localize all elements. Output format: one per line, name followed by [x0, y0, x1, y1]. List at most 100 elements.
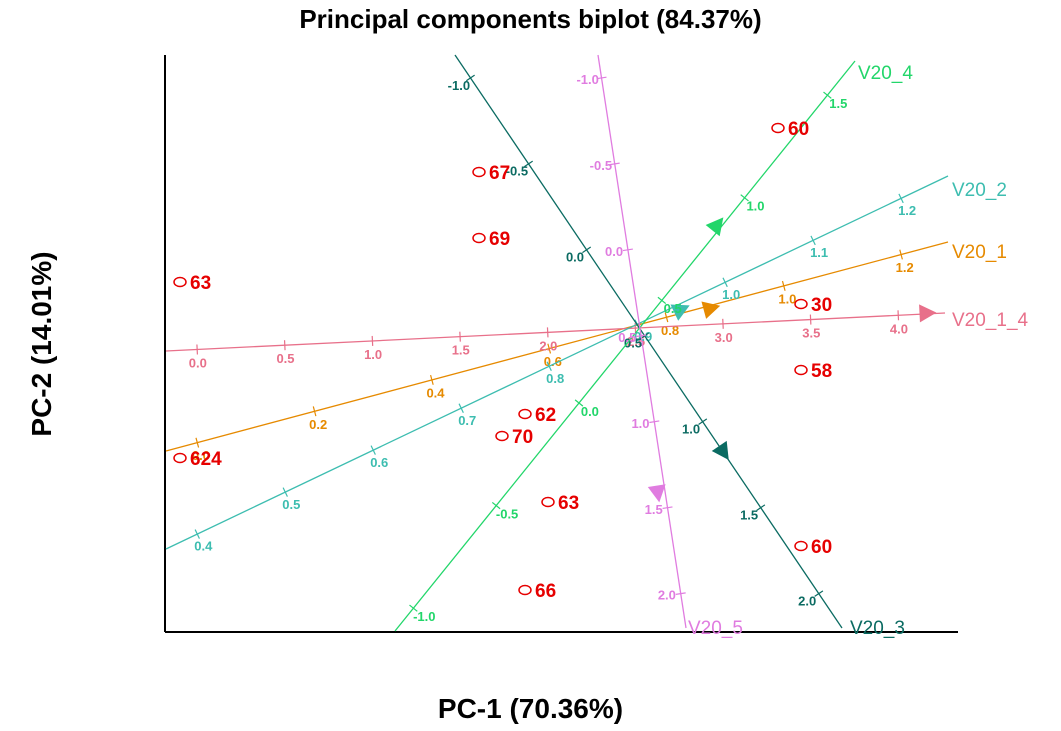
tick-label: 1.1	[810, 245, 828, 260]
point-marker	[794, 298, 808, 310]
tick-label: 1.5	[452, 343, 470, 358]
point-label: 30	[811, 295, 832, 316]
tick-label: 0.6	[370, 455, 388, 470]
tick-label: 2.0	[658, 588, 676, 603]
tick-mark	[282, 487, 288, 497]
tick-label: -0.5	[590, 158, 612, 173]
biplot-axis-line	[165, 241, 949, 452]
tick-mark	[466, 74, 475, 82]
point-label: 60	[788, 119, 809, 140]
tick-mark	[547, 343, 552, 354]
tick-mark	[823, 91, 832, 99]
tick-mark	[740, 194, 749, 202]
biplot-axis-line	[394, 60, 856, 632]
point-marker	[472, 166, 486, 178]
tick-mark	[756, 504, 766, 511]
point-marker	[794, 540, 808, 552]
axis-arrow-marker	[647, 484, 666, 503]
tick-mark	[781, 280, 786, 291]
biplot-axis-line	[165, 312, 946, 352]
point-marker	[541, 496, 555, 508]
point-marker	[794, 364, 808, 376]
tick-mark	[596, 76, 607, 80]
tick-mark	[609, 162, 620, 166]
tick-label: 1.0	[364, 347, 382, 362]
tick-mark	[524, 160, 534, 168]
tick-mark	[458, 403, 464, 413]
biplot-axis-name: V20_2	[952, 180, 1007, 201]
point-label: 624	[190, 449, 222, 470]
chart-title: Principal components biplot (84.37%)	[299, 4, 762, 34]
biplot-axis-line	[597, 54, 687, 629]
tick-label: 0.0	[189, 355, 207, 370]
data-point: 63	[541, 493, 579, 514]
biplot-axis-name: V20_5	[688, 618, 743, 639]
point-label: 69	[489, 229, 510, 250]
x-axis-label: PC-1 (70.36%)	[437, 693, 624, 724]
data-point: 624	[173, 449, 222, 470]
point-label: 62	[535, 405, 556, 426]
point-label: 70	[512, 427, 533, 448]
tick-mark	[370, 445, 376, 455]
tick-label: 2.0	[539, 338, 557, 353]
point-label: 63	[190, 273, 211, 294]
data-point: 60	[794, 537, 832, 558]
biplot-axis-line	[454, 54, 843, 629]
tick-mark	[622, 248, 633, 252]
data-point: 30	[794, 295, 832, 316]
point-label: 67	[489, 163, 510, 184]
tick-label: 0.7	[458, 413, 476, 428]
axis-arrow-marker	[919, 304, 937, 323]
tick-mark	[649, 420, 660, 424]
tick-label: 1.5	[645, 502, 663, 517]
biplot-axis-v20-5: -1.0 -0.5 0.0 0.5 1.0 1.5 2.0 V20_5	[576, 54, 743, 639]
tick-mark	[722, 277, 728, 288]
point-label: 66	[535, 581, 556, 602]
axis-arrow-marker	[705, 217, 724, 237]
biplot-axis-v20-3: -1.0 -0.5 0.0 0.5 1.0 1.5 2.0 V20_3	[448, 54, 905, 639]
tick-label: 1.0	[722, 287, 740, 302]
tick-label: 1.2	[898, 203, 916, 218]
plot-frame	[164, 55, 958, 633]
tick-mark	[582, 246, 592, 254]
point-marker	[173, 452, 187, 464]
tick-label: -1.0	[413, 609, 435, 624]
tick-mark	[312, 406, 317, 417]
tick-mark	[194, 529, 200, 539]
point-label: 58	[811, 361, 832, 382]
biplot-axis-v20-4: -1.0 -0.5 0.0 0.5 1.0 1.5 V20_4	[394, 60, 913, 632]
biplot-axis-line	[165, 175, 949, 550]
tick-label: 3.5	[802, 326, 820, 341]
tick-mark	[546, 361, 552, 372]
axis-arrow-marker	[670, 304, 690, 321]
data-point: 69	[472, 229, 510, 250]
data-point: 58	[794, 361, 832, 382]
point-label: 63	[558, 493, 579, 514]
point-marker	[771, 122, 785, 134]
tick-label: 0.5	[276, 351, 294, 366]
data-point: 62	[518, 405, 556, 426]
tick-label: 1.5	[829, 96, 847, 111]
tick-label: 0.5	[624, 336, 642, 351]
tick-label: 0.0	[581, 404, 599, 419]
biplot-axis-v20-1-4: 0.0 0.5 1.0 1.5 2.0 2.5 3.0 3.5 4.0 V20_1_4	[165, 304, 1029, 370]
tick-label: 0.4	[194, 539, 213, 554]
point-label: 60	[811, 537, 832, 558]
point-marker	[495, 430, 509, 442]
point-marker	[518, 408, 532, 420]
sample-points: 606063624676962706366603058605659	[173, 119, 832, 602]
tick-mark	[698, 418, 708, 426]
tick-label: -0.5	[496, 506, 518, 521]
axis-arrow-marker	[711, 440, 729, 461]
tick-mark	[195, 437, 200, 448]
tick-label: 0.8	[661, 323, 679, 338]
data-point: 60	[771, 119, 809, 140]
tick-label: 0.4	[426, 385, 445, 400]
tick-label: 0.0	[605, 244, 623, 259]
biplot-axis-name: V20_4	[858, 63, 913, 84]
data-point: 66	[518, 581, 556, 602]
tick-mark	[430, 374, 434, 385]
